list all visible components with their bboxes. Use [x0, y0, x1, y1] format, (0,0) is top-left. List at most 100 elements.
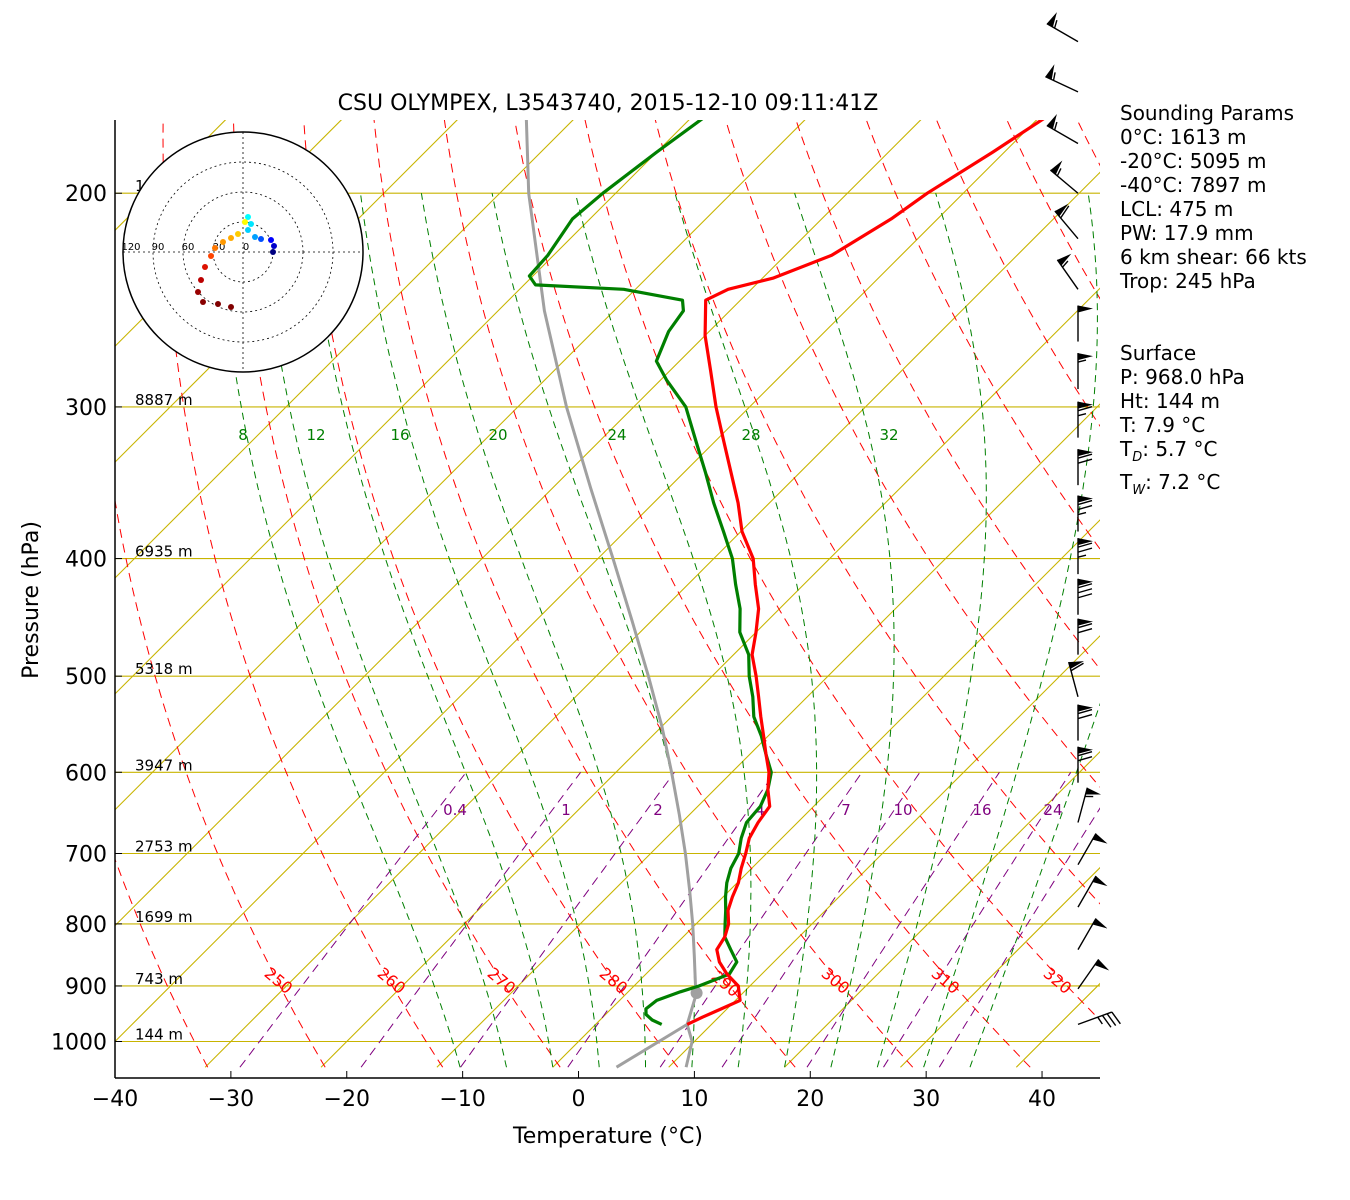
x-axis-ticks: −40 −30 −20 −10 0 10 20 30 40	[92, 1071, 1056, 1112]
surface-dewpoint: TD: 5.7 °C	[1120, 437, 1218, 465]
barb-full	[1077, 458, 1093, 464]
wind-barb	[1049, 160, 1079, 194]
x-tick-label: −40	[92, 1087, 138, 1112]
barb-full	[1077, 583, 1093, 589]
dry-adiabat-line	[232, 120, 561, 1068]
moist-adiabat-line	[420, 193, 646, 1068]
param-m20-c: -20°C: 5095 m	[1120, 149, 1267, 173]
moist-adiabat-line	[794, 193, 895, 1068]
dry-adiabat-label: 260	[374, 964, 410, 998]
wind-barb	[1077, 704, 1093, 741]
wind-barb	[1077, 833, 1108, 866]
barb-flag	[1078, 401, 1093, 409]
hodograph-ring-label: 30	[213, 242, 226, 253]
barb-half	[1061, 260, 1069, 268]
mixing-ratio-line	[806, 772, 1000, 1068]
barb-half	[1077, 554, 1087, 558]
hodograph-point	[228, 304, 234, 310]
barb-staff	[1077, 833, 1097, 866]
height-label: 144 m	[135, 1026, 183, 1044]
isotherm-line	[552, 519, 1100, 1068]
barb-flag	[1078, 538, 1093, 546]
surface-temperature: T: 7.9 °C	[1120, 413, 1206, 437]
x-tick-label: 0	[572, 1087, 586, 1112]
barb-flag	[1094, 959, 1110, 971]
barb-full	[1077, 593, 1093, 599]
wind-barb	[1077, 305, 1093, 342]
y-tick-label: 300	[65, 396, 107, 421]
dry-adiabat-label: 280	[596, 964, 632, 998]
wind-barb	[1068, 661, 1084, 698]
moist-adiabat-line	[876, 193, 987, 1068]
hodograph-ring-label: 0	[243, 242, 249, 253]
barb-full	[1077, 504, 1093, 511]
wind-barb	[1077, 495, 1093, 532]
hodograph-point	[248, 221, 254, 227]
barb-flag	[1078, 618, 1093, 626]
mixing-ratio-label: 7	[841, 801, 851, 819]
wind-barb	[1077, 618, 1093, 655]
parcel-lower-path	[684, 1023, 694, 1068]
moist-adiabat-line	[574, 193, 752, 1068]
mixing-ratio-label: 10	[893, 801, 912, 819]
barb-full	[1077, 542, 1093, 548]
isotherm-line	[668, 635, 1100, 1068]
dewpoint-trace	[527, 120, 773, 1026]
moist-adiabat-line	[674, 193, 818, 1068]
barb-half	[1077, 511, 1087, 516]
isotherm-line	[115, 120, 922, 927]
wind-barb	[1077, 578, 1093, 615]
surface-heading: Surface	[1120, 341, 1197, 365]
hodograph-point	[215, 301, 221, 307]
barb-full	[1077, 405, 1093, 412]
mixing-ratio-line	[239, 771, 467, 1068]
barb-full	[1101, 1015, 1112, 1028]
hodograph-point	[258, 236, 264, 242]
height-label: 2753 m	[135, 838, 193, 856]
moist-adiabat-line	[491, 193, 695, 1068]
x-tick-label: 30	[912, 1087, 940, 1112]
wind-barb	[1077, 353, 1093, 390]
x-tick-label: 20	[796, 1087, 824, 1112]
mixing-ratio-line	[721, 772, 921, 1068]
moist-adiabat-line	[216, 193, 461, 1068]
barb-flag	[1046, 114, 1057, 130]
dry-adiabat-line	[936, 120, 1100, 427]
dry-adiabat-label: 250	[261, 964, 297, 998]
barb-flag	[1046, 12, 1057, 28]
isotherm-line	[784, 751, 1100, 1068]
barb-full	[1077, 547, 1093, 553]
hodograph-point	[220, 239, 226, 245]
mixing-ratio-line	[883, 772, 1072, 1068]
wind-barb	[1077, 787, 1102, 823]
barb-half	[1097, 1016, 1103, 1025]
mixing-ratio-line	[938, 807, 1100, 1068]
y-tick-label: 1000	[51, 1031, 107, 1056]
moist-adiabat-label: 28	[741, 426, 760, 444]
barb-full	[1111, 1011, 1121, 1025]
barb-staff	[1046, 124, 1079, 145]
hodograph-point	[202, 264, 208, 270]
hodograph-point	[212, 245, 218, 251]
barb-full	[1077, 622, 1093, 629]
hodograph-point	[235, 231, 241, 237]
moist-adiabat-line	[923, 193, 1098, 1068]
barb-staff	[1049, 169, 1079, 194]
height-label: 1699 m	[135, 908, 193, 926]
wind-barb	[1077, 918, 1108, 950]
hodograph-ring-label: 60	[182, 242, 195, 253]
y-tick-label: 600	[65, 761, 107, 786]
barb-flag	[1092, 918, 1108, 929]
barb-flag	[1092, 875, 1108, 887]
mixing-ratio-label: 1	[561, 801, 571, 819]
isotherm-line	[115, 120, 690, 695]
x-tick-label: −10	[439, 1087, 485, 1112]
hodograph-ring-label: 90	[152, 242, 165, 253]
isotherm-line	[115, 120, 458, 463]
wind-barb	[1045, 64, 1079, 93]
barb-flag	[1092, 833, 1108, 844]
hodograph-point	[270, 249, 276, 255]
